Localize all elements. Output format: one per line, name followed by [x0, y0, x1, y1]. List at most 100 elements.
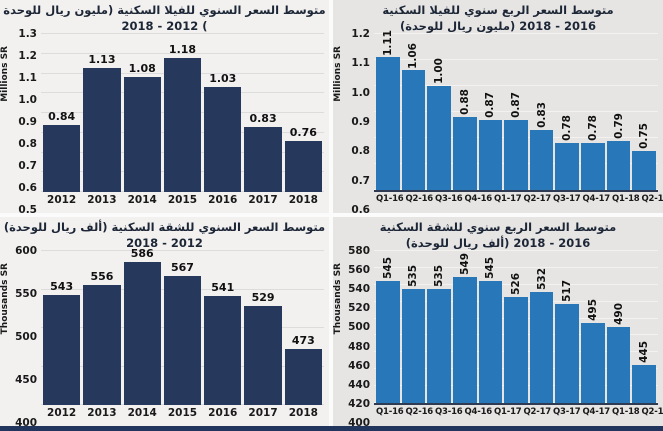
- x-tick-label: Q1-17: [494, 194, 522, 204]
- y-tick-label: 1.0: [18, 94, 37, 107]
- y-tick-label: 480: [348, 340, 370, 353]
- y-axis-ticks: 1.2 1.1 1.0 0.9 0.8 0.7 0.6: [346, 28, 374, 216]
- y-tick-label: 460: [348, 359, 370, 372]
- bar-value-label: 545: [484, 256, 497, 279]
- x-tick-label: 2012: [47, 407, 77, 419]
- x-tick-label: 2014: [127, 407, 157, 419]
- x-tick-label: Q3-16: [435, 407, 463, 417]
- bar-value-label: 0.83: [535, 102, 548, 129]
- gridline: [374, 33, 658, 35]
- bar-slot: 0.79: [606, 34, 631, 190]
- bar-value-label: 567: [171, 261, 194, 275]
- chart-apartment-quarterly: متوسط السعر الربع سنوي للشقة السكنية (أل…: [333, 217, 663, 429]
- chart-title: متوسط السعر الربع سنوي للفيلا السكنية (م…: [333, 0, 663, 34]
- plot-area: 543 556 586 567 541 529 473: [41, 247, 324, 405]
- bar: [529, 130, 554, 190]
- x-tick-label: Q2-16: [405, 194, 434, 204]
- y-tick-label: 450: [15, 374, 37, 387]
- bar-slot: 0.83: [244, 34, 282, 192]
- x-axis-labels: Q1-16 Q2-16 Q3-16 Q4-16 Q1-17 Q2-17 Q3-17 Q4-17…: [374, 194, 663, 210]
- bar-value-label: 1.03: [209, 72, 237, 86]
- bar-slot: 1.06: [401, 34, 426, 190]
- bar-slot: 0.76: [284, 34, 322, 192]
- bar-value-label: 556: [90, 269, 114, 283]
- y-tick-label: 0.5: [18, 204, 37, 216]
- bar: [244, 305, 282, 405]
- bar-value-label: 526: [510, 272, 523, 295]
- bar: [632, 151, 657, 190]
- chart-villa-quarterly: متوسط السعر الربع سنوي للفيلا السكنية (م…: [333, 0, 663, 216]
- bar-value-label: 0.75: [638, 123, 651, 150]
- bar: [163, 276, 202, 405]
- bar-value-label: 0.79: [612, 112, 625, 139]
- y-tick-label: 0.6: [18, 182, 37, 195]
- x-tick-label: Q4-16: [464, 194, 493, 204]
- footer-accent-bar: [0, 426, 663, 431]
- bar-slot: 529: [244, 251, 282, 405]
- bar-value-label: 529: [251, 290, 275, 304]
- chart-title: متوسط السعر السنوي للفيلا السكنية (مليون…: [0, 0, 329, 34]
- y-tick-label: 1.0: [351, 86, 370, 99]
- bar-slot: 535: [427, 251, 451, 403]
- y-tick-label: 420: [348, 397, 370, 410]
- bar: [606, 140, 631, 190]
- bar: [43, 294, 81, 405]
- chart-title-line1: متوسط السعر السنوي للشقة السكنية (ألف ري…: [3, 220, 326, 234]
- bar: [123, 261, 161, 405]
- bars: 1.11 1.06 1.00 0.88 0.87 0.87 0.83 0.78 0.78 0.79…: [374, 30, 658, 190]
- bar-slot: 473: [284, 251, 322, 405]
- bar: [284, 348, 322, 405]
- bar-value-label: 549: [458, 253, 471, 276]
- bar-slot: 543: [43, 251, 81, 405]
- bar: [163, 57, 202, 192]
- bar-slot: 1.08: [123, 34, 161, 192]
- bar: [529, 291, 554, 403]
- bar-slot: 526: [504, 251, 528, 403]
- bar-value-label: 0.78: [561, 115, 574, 142]
- bar-value-label: 535: [433, 265, 446, 288]
- y-tick-label: 520: [348, 302, 370, 315]
- x-tick-label: Q2-16: [405, 407, 434, 417]
- x-tick-label: Q1-16: [376, 194, 404, 204]
- x-tick-label: Q1-18: [612, 194, 640, 204]
- y-tick-label: 500: [15, 331, 37, 344]
- plot-area: 545 535 535 549 545 526 532 517 495 490 445: [374, 250, 658, 405]
- chart-villa-annual: متوسط السعر السنوي للفيلا السكنية (مليون…: [0, 0, 329, 216]
- bar-value-label: 1.18: [168, 42, 197, 56]
- x-tick-label: 2018: [288, 194, 318, 206]
- x-tick-label: Q1-18: [612, 407, 640, 417]
- bars: 545 535 535 549 545 526 532 517 495 490 445: [374, 251, 658, 403]
- y-tick-label: 440: [348, 378, 370, 391]
- y-axis-ticks: 600 550 500 450 400: [13, 245, 41, 429]
- y-tick-label: 560: [348, 264, 370, 277]
- bar-slot: 535: [401, 251, 426, 403]
- bar-value-label: 1.00: [433, 58, 446, 85]
- x-tick-label: 2015: [167, 407, 198, 419]
- gridline: [374, 111, 658, 113]
- bar-slot: 586: [123, 247, 161, 405]
- x-axis-labels: 2012 2013 2014 2015 2016 2017 2018: [41, 407, 324, 423]
- x-tick-label: 2016: [208, 194, 238, 206]
- bar-slot: 0.78: [555, 34, 580, 190]
- bar: [478, 119, 503, 190]
- bars: 0.84 1.13 1.08 1.18 1.03 0.83 0.76: [41, 34, 324, 192]
- bar-value-label: 473: [291, 333, 315, 347]
- bar-slot: 0.78: [581, 34, 605, 190]
- bar: [83, 284, 121, 405]
- gridline: [374, 85, 658, 87]
- bar-slot: 0.87: [478, 34, 503, 190]
- bar: [376, 57, 400, 190]
- bar-slot: 0.84: [43, 34, 81, 192]
- gridline: [41, 250, 324, 252]
- bar: [478, 280, 503, 403]
- bar-slot: 532: [529, 251, 554, 403]
- bar: [632, 365, 657, 403]
- bars: 543 556 586 567 541 529 473: [41, 247, 324, 405]
- chart-title-line2: 2012 - 2018: [126, 235, 203, 250]
- bar: [581, 143, 605, 190]
- y-tick-label: 0.8: [351, 145, 370, 158]
- x-tick-label: Q2-18: [641, 407, 663, 417]
- y-axis-unit-label: Thousands SR: [333, 263, 343, 335]
- x-tick-label: Q3-17: [553, 407, 581, 417]
